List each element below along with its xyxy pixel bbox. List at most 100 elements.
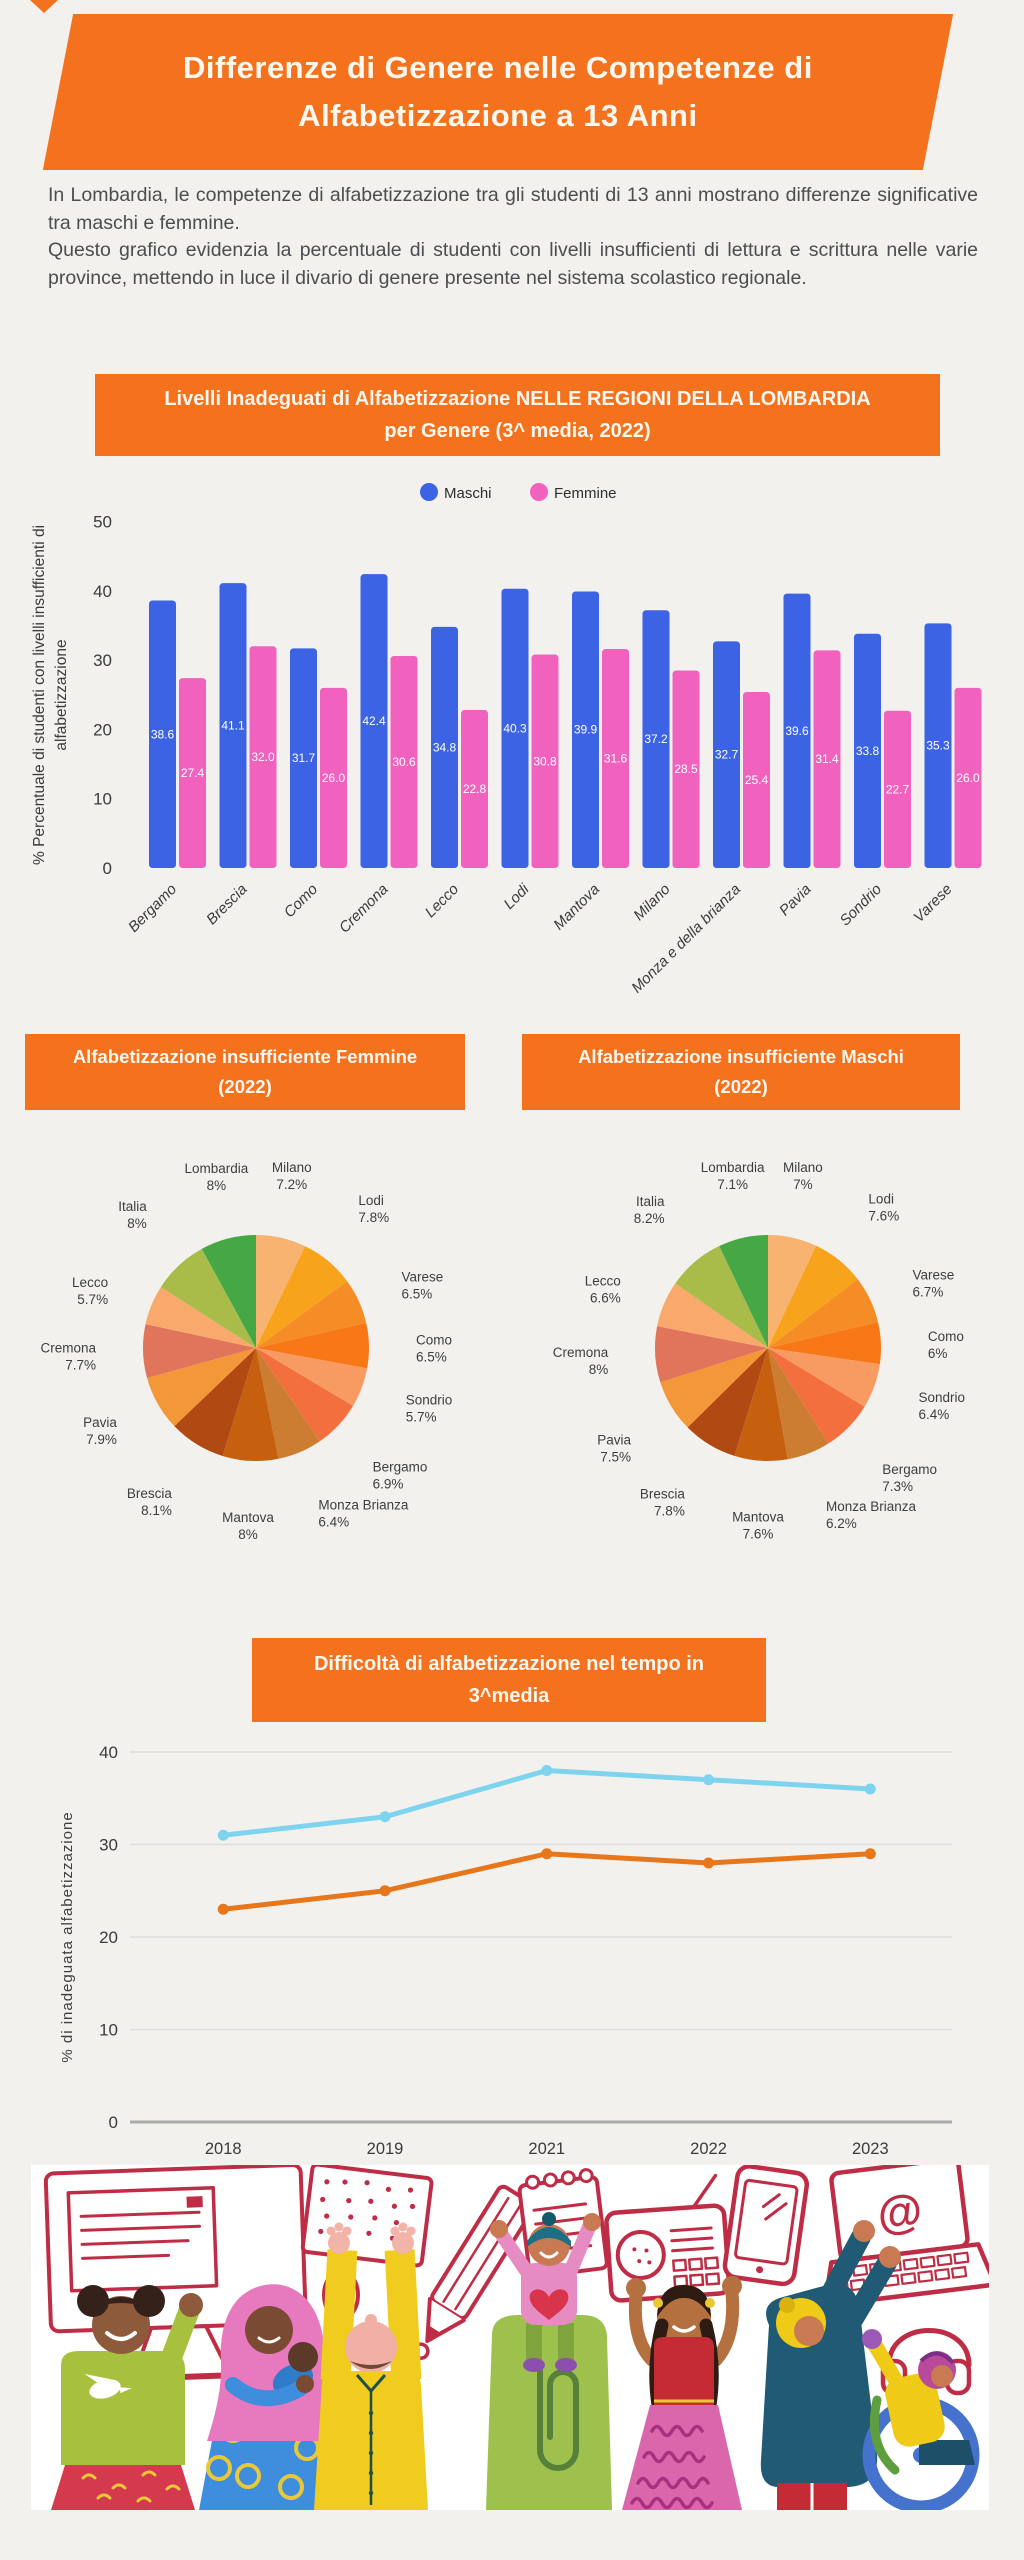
bar-femmine-monza-e-della-brianza	[743, 691, 770, 868]
pie-label: Lodi 7.8%	[358, 1193, 389, 1225]
svg-text:0: 0	[109, 2113, 118, 2132]
data-point-2023	[864, 1848, 876, 1860]
pie-label: Brescia 7.8%	[640, 1487, 686, 1519]
bar-value-label: 31.6	[604, 752, 628, 766]
bar-femmine-sondrio	[884, 710, 911, 868]
pie-label: Lombardia 7.1%	[701, 1160, 765, 1192]
pie-slice-pavia	[660, 1348, 768, 1428]
pie-label: Lecco 6.6%	[585, 1273, 621, 1305]
pie-label: Sondrio 5.7%	[406, 1392, 453, 1424]
x-tick-label: 2021	[528, 2140, 565, 2158]
bar-femmine-cremona	[390, 655, 418, 868]
line-chart-title-banner: Difficoltà di alfabetizzazione nel tempo…	[252, 1638, 766, 1722]
figure-person-wheelchair	[862, 2329, 980, 2510]
pie-label: Milano 7.2%	[272, 1160, 312, 1192]
pie-male-title-banner: Alfabetizzazione insufficiente Maschi (2…	[522, 1034, 960, 1110]
smartphone-icon	[722, 2165, 810, 2287]
pie-slice-como	[256, 1322, 369, 1369]
pie-label: Cremona 7.7%	[41, 1341, 97, 1373]
figure-girl-braids	[622, 2276, 742, 2510]
pie-slice-lodi	[256, 1246, 348, 1348]
bar-chart-title-banner: Livelli Inadeguati di Alfabetizzazione N…	[95, 374, 940, 456]
header-banner: Differenze di Genere nelle Competenze di…	[42, 14, 954, 170]
pie-slice-milano	[768, 1235, 817, 1348]
svg-text:20: 20	[93, 720, 112, 739]
pie-label: Como 6.5%	[416, 1332, 452, 1364]
svg-text:0: 0	[103, 859, 112, 878]
bar-maschi-bergamo	[149, 600, 176, 868]
pie-label: Monza Brianza 6.2%	[826, 1499, 917, 1531]
data-point-2022	[703, 1857, 715, 1869]
bar-value-label: 32.7	[715, 748, 739, 762]
x-axis-label: Lecco	[422, 881, 462, 921]
x-axis-label: Bergamo	[125, 881, 180, 936]
pie-slice-varese	[256, 1281, 367, 1348]
bar-value-label: 32.0	[251, 750, 275, 764]
svg-text:alfabetizzazione: alfabetizzazione	[53, 639, 70, 750]
svg-text:10: 10	[93, 790, 112, 809]
data-point-2019	[379, 1885, 391, 1897]
bar-value-label: 40.3	[503, 721, 527, 735]
pie-slice-mantova	[734, 1348, 788, 1461]
bar-value-label: 30.8	[533, 754, 557, 768]
data-point-2018	[217, 1829, 229, 1841]
bar-femmine-lodi	[531, 654, 559, 868]
x-tick-label: 2022	[690, 2140, 727, 2158]
x-axis-label: Varese	[910, 881, 955, 926]
x-axis-label: Sondrio	[836, 881, 885, 930]
paperclip-doodle	[537, 2367, 579, 2471]
pie-slice-lecco	[145, 1287, 256, 1348]
bar-value-label: 41.1	[221, 719, 245, 733]
bar-maschi-como	[290, 648, 317, 868]
x-axis-label: Como	[281, 881, 321, 921]
svg-text:@: @	[874, 2183, 925, 2240]
bar-value-label: 39.6	[785, 724, 809, 738]
svg-text:50: 50	[93, 513, 112, 532]
svg-text:30: 30	[99, 1836, 118, 1855]
pie-slice-milano	[256, 1235, 306, 1348]
bar-value-label: 22.8	[463, 782, 487, 796]
pie-slice-pavia	[147, 1348, 256, 1427]
line-series-1	[220, 1851, 873, 1912]
pie-slice-italia	[675, 1246, 768, 1348]
x-tick-label: 2023	[852, 2140, 889, 2158]
pie-label: Pavia 7.9%	[83, 1415, 117, 1447]
x-axis-label: Pavia	[776, 881, 815, 920]
pie-slice-mantova	[222, 1348, 279, 1461]
figure-person-reading-braille	[314, 2222, 428, 2510]
bar-maschi-lecco	[431, 626, 458, 868]
bar-maschi-milano	[642, 610, 670, 868]
legend-label: Maschi	[444, 485, 492, 502]
bar-value-label: 31.7	[292, 751, 316, 765]
pie-slice-bergamo	[256, 1348, 354, 1442]
figure-girl-afro-puffs	[51, 2285, 203, 2510]
svg-text:40: 40	[93, 582, 112, 601]
bar-femmine-como	[320, 687, 347, 868]
intro-paragraph: In Lombardia, le competenze di alfabetiz…	[48, 184, 978, 290]
x-axis-label: Lodi	[501, 880, 534, 913]
data-point-2021	[541, 1765, 553, 1776]
bar-maschi-pavia	[783, 593, 811, 868]
x-axis-label: Brescia	[203, 881, 250, 928]
x-tick-label: 2018	[205, 2140, 242, 2158]
legend-dot-maschi	[420, 483, 438, 501]
x-axis-label: Milano	[630, 881, 673, 924]
pie-label: Monza Brianza 6.4%	[318, 1497, 409, 1529]
bar-maschi-sondrio	[854, 633, 881, 868]
bar-femmine-varese	[954, 687, 982, 868]
figure-mother-hijab-baby	[199, 2284, 333, 2510]
pie-label: Milano 7%	[783, 1160, 823, 1192]
pie-label: Bergamo 6.9%	[373, 1460, 428, 1492]
dove-print	[84, 2373, 132, 2399]
page-title: Differenze di Genere nelle Competenze di…	[183, 49, 813, 133]
bar-value-label: 39.9	[574, 723, 598, 737]
pie-label: Como 6%	[928, 1329, 964, 1361]
pie-label: Mantova 8%	[222, 1510, 274, 1542]
pie-slice-monza-brianza	[256, 1348, 320, 1459]
svg-text:30: 30	[93, 651, 112, 670]
bar-maschi-mantova	[572, 591, 599, 868]
data-point-2023	[864, 1783, 876, 1795]
pie-slice-bergamo	[768, 1348, 865, 1444]
x-axis-label: Mantova	[550, 881, 603, 934]
